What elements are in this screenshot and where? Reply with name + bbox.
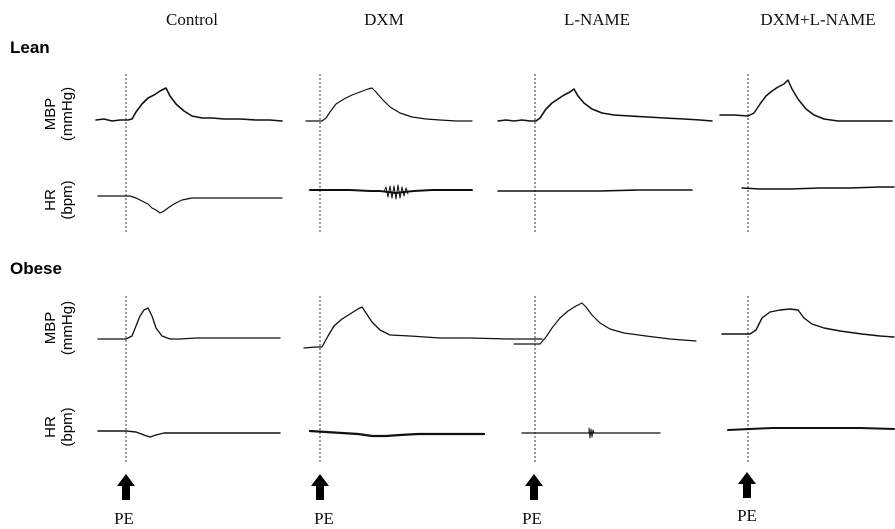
- trace-lean-mbp-dxm-lname: [719, 79, 893, 122]
- trace-obese-mbp-dxm: [303, 306, 543, 349]
- row-label-lean-mbp: MBP (mmHg): [42, 87, 76, 141]
- trace-obese-hr-dxm-lname: [727, 427, 895, 431]
- svg-text:HR: HR: [42, 416, 59, 438]
- svg-text:(bpm): (bpm): [59, 180, 76, 219]
- trace-lean-mbp-control: [95, 87, 283, 122]
- svg-text:MBP: MBP: [42, 98, 59, 131]
- arrow-up-icon: [311, 474, 329, 500]
- stimulus-label-control: PE: [114, 509, 134, 528]
- row-label-obese-hr: HR (bpm): [42, 407, 76, 446]
- stimulus-label-dxm: PE: [314, 509, 334, 528]
- arrow-up-icon: [738, 472, 756, 498]
- svg-text:HR: HR: [42, 189, 59, 211]
- trace-lean-mbp-lname: [497, 88, 713, 122]
- svg-text:(mmHg): (mmHg): [59, 87, 76, 141]
- trace-lean-mbp-dxm: [305, 87, 473, 122]
- trace-lean-hr-lname: [497, 189, 693, 192]
- group-label-lean: Lean: [10, 38, 50, 57]
- column-title-dxm: DXM: [364, 10, 404, 29]
- trace-obese-hr-lname-spike: [588, 427, 595, 439]
- row-label-obese-mbp: MBP (mmHg): [42, 301, 76, 355]
- arrow-up-icon: [525, 474, 543, 500]
- svg-text:MBP: MBP: [42, 312, 59, 345]
- trace-lean-hr-control: [97, 195, 283, 214]
- arrow-up-icon: [117, 474, 135, 500]
- svg-text:(bpm): (bpm): [59, 407, 76, 446]
- column-title-lname: L-NAME: [564, 10, 630, 29]
- trace-lean-hr-dxm-lname: [741, 186, 895, 190]
- stimulus-label-lname: PE: [522, 509, 542, 528]
- column-title-dxm-lname: DXM+L-NAME: [760, 10, 875, 29]
- stimulus-label-dxm-lname: PE: [737, 506, 757, 525]
- trace-lean-hr-dxm: [309, 189, 473, 194]
- trace-obese-hr-dxm: [308, 429, 486, 438]
- trace-obese-hr-control: [97, 430, 281, 438]
- trace-lean-hr-dxm-burst: [383, 184, 409, 200]
- row-label-lean-hr: HR (bpm): [42, 180, 76, 219]
- trace-obese-mbp-dxm-lname: [721, 308, 895, 338]
- trace-obese-mbp-control: [97, 307, 281, 340]
- column-title-control: Control: [166, 10, 218, 29]
- group-label-obese: Obese: [10, 259, 62, 278]
- svg-text:(mmHg): (mmHg): [59, 301, 76, 355]
- trace-obese-mbp-lname: [513, 302, 697, 345]
